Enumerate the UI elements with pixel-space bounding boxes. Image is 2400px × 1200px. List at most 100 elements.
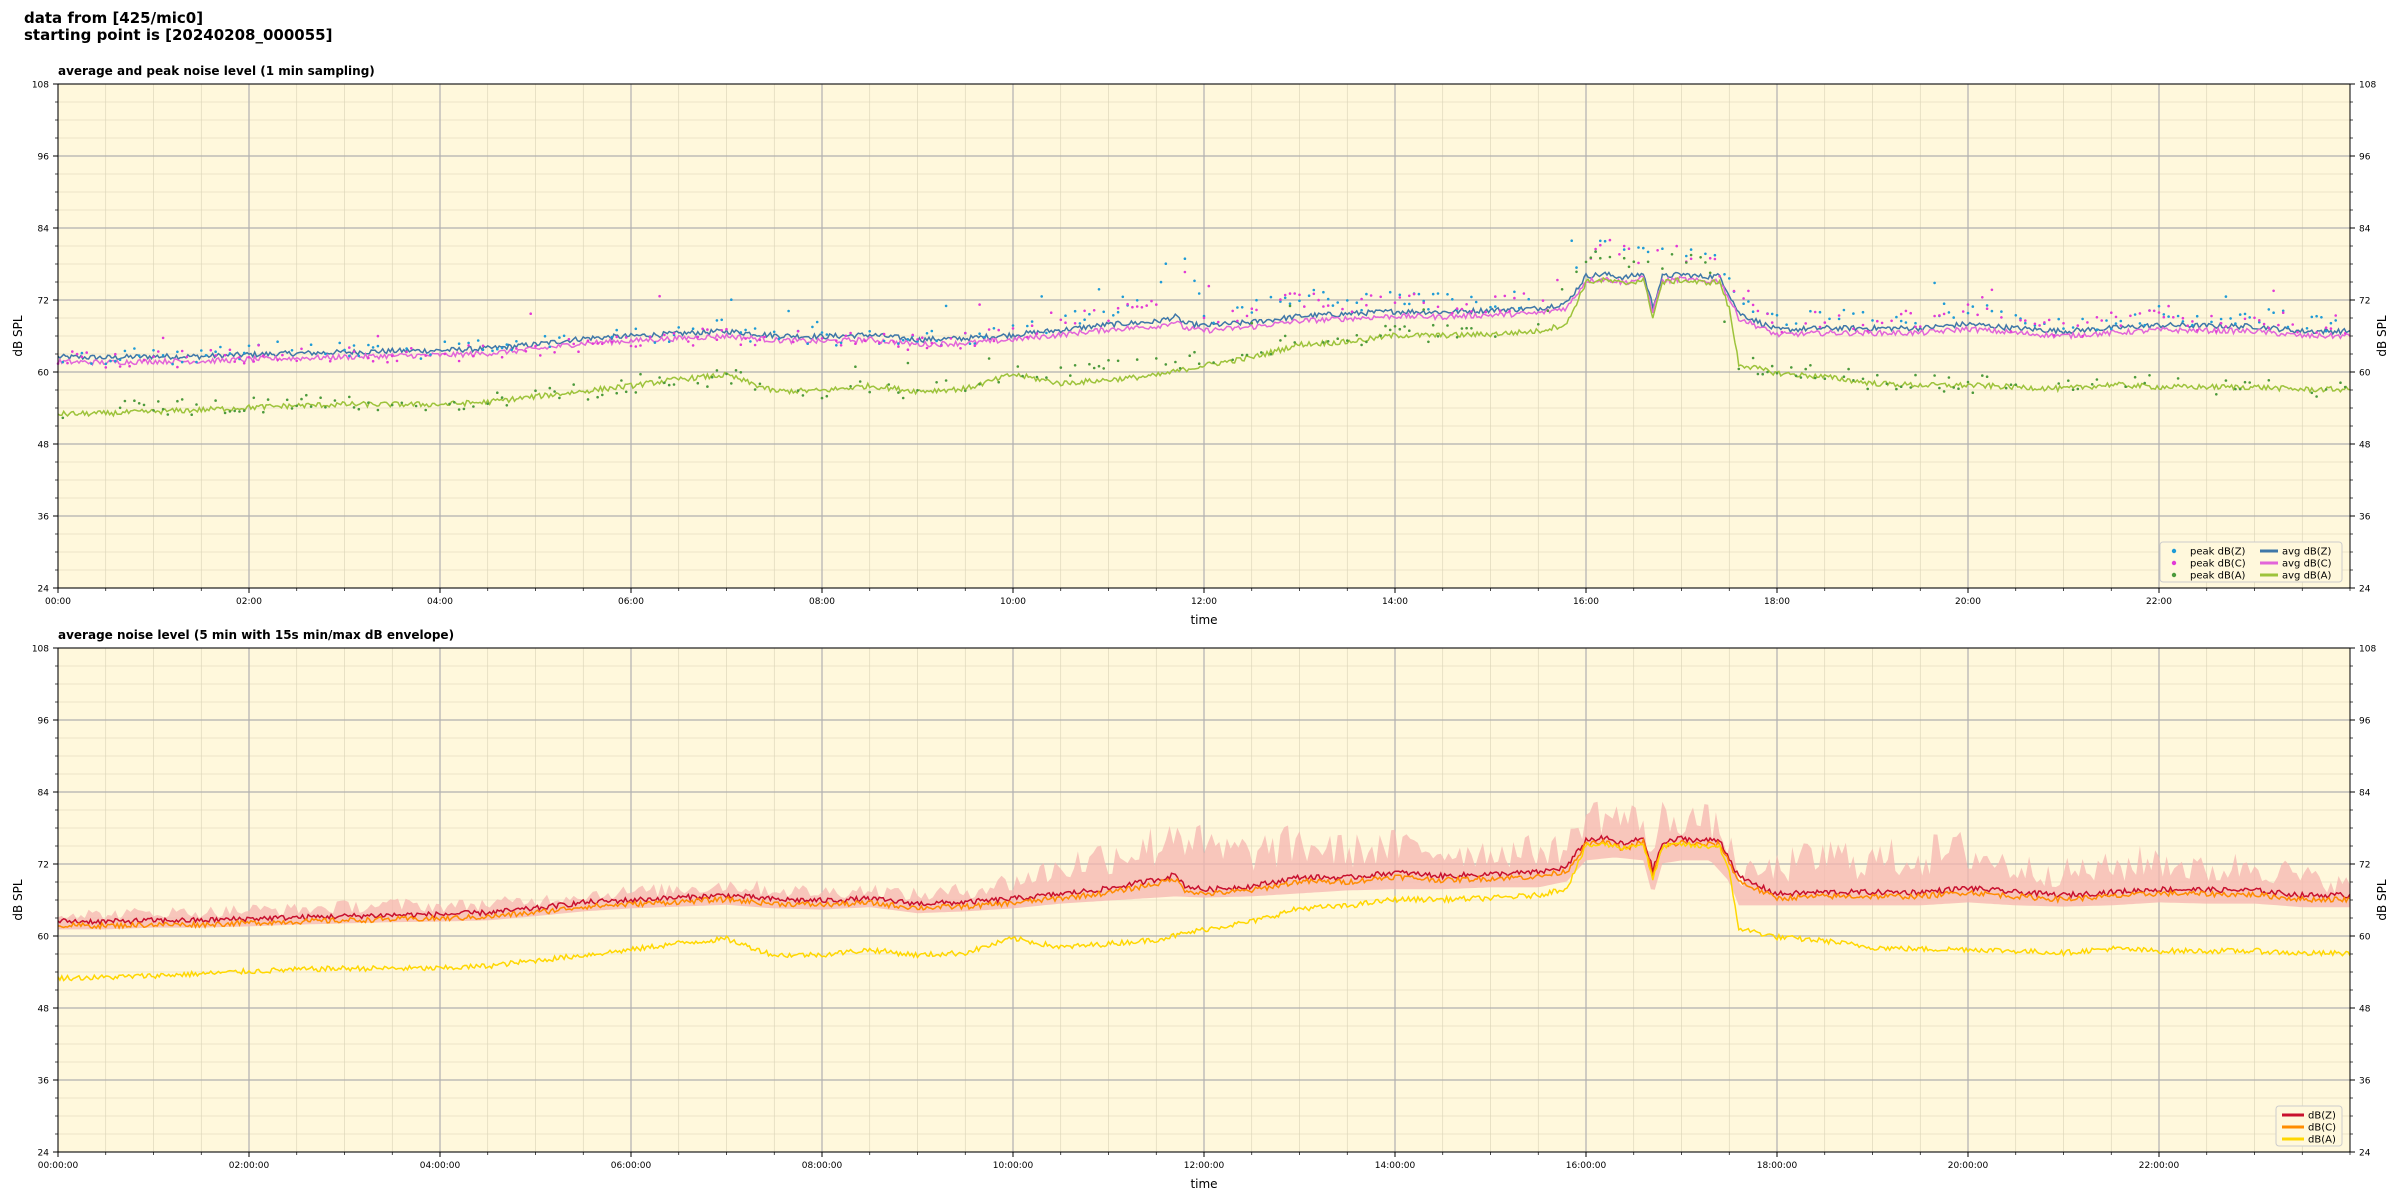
scatter-point	[1398, 293, 1402, 297]
scatter-point	[2071, 388, 2075, 392]
scatter-point	[66, 361, 69, 365]
scatter-point	[1326, 340, 1330, 343]
scatter-point	[2143, 381, 2146, 385]
scatter-point	[1470, 327, 1473, 330]
scatter-point	[1379, 295, 1382, 299]
scatter-point	[720, 329, 723, 332]
scatter-point	[1594, 250, 1597, 253]
scatter-point	[663, 381, 666, 385]
scatter-point	[114, 352, 117, 356]
scatter-point	[190, 413, 193, 417]
scatter-point	[180, 398, 184, 401]
scatter-point	[1088, 362, 1091, 366]
scatter-point	[371, 359, 375, 363]
scatter-point	[1985, 307, 1989, 311]
scatter-point	[524, 350, 528, 353]
legend-label: peak dB(C)	[2190, 559, 2246, 570]
scatter-point	[2191, 320, 2194, 323]
scatter-point	[1914, 373, 1917, 377]
legend-label: peak dB(Z)	[2190, 547, 2246, 558]
scatter-point	[367, 343, 370, 347]
scatter-point	[2081, 317, 2084, 321]
y-axis-label-right: dB SPL	[2375, 315, 2389, 357]
scatter-point	[1661, 267, 1664, 270]
scatter-point	[1155, 303, 1158, 306]
scatter-point	[1231, 309, 1234, 313]
y-tick-label: 48	[38, 1005, 50, 1015]
scatter-point	[1766, 312, 1769, 316]
scatter-point	[653, 341, 657, 344]
scatter-point	[820, 337, 824, 340]
scatter-point	[214, 354, 217, 357]
scatter-point	[1876, 319, 1879, 323]
scatter-point	[1689, 248, 1693, 251]
scatter-point	[839, 341, 843, 345]
scatter-point	[1073, 322, 1077, 325]
scatter-point	[137, 402, 141, 405]
scatter-point	[739, 371, 743, 374]
scatter-point	[1723, 273, 1726, 276]
scatter-point	[2114, 322, 2118, 325]
scatter-point	[2324, 388, 2328, 391]
scatter-point	[601, 393, 604, 397]
scatter-point	[448, 402, 451, 406]
y-tick-label-right: 84	[2359, 789, 2371, 799]
y-tick-label-right: 24	[2359, 1149, 2371, 1159]
scatter-point	[1021, 374, 1024, 378]
scatter-point	[228, 410, 232, 413]
scatter-point	[1303, 305, 1306, 308]
scatter-point	[825, 394, 829, 398]
scatter-point	[558, 336, 561, 339]
scatter-point	[1288, 302, 1292, 306]
scatter-point	[2310, 391, 2314, 395]
scatter-point	[1966, 311, 1970, 315]
x-tick-label: 04:00:00	[420, 1161, 461, 1171]
scatter-point	[2267, 379, 2271, 382]
scatter-point	[2119, 319, 2123, 323]
scatter-point	[2343, 332, 2347, 335]
scatter-point	[2014, 383, 2018, 387]
scatter-point	[200, 349, 203, 352]
scatter-point	[811, 325, 814, 329]
scatter-point	[376, 408, 380, 412]
scatter-point	[2238, 313, 2242, 316]
scatter-point	[634, 327, 638, 331]
scatter-point	[725, 372, 728, 376]
y-tick-label-right: 72	[2359, 297, 2370, 307]
y-tick-label: 72	[38, 297, 49, 307]
scatter-point	[405, 350, 408, 354]
scatter-point	[1322, 305, 1325, 308]
scatter-point	[2267, 326, 2271, 330]
scatter-point	[2329, 327, 2333, 330]
scatter-point	[1904, 309, 1908, 313]
scatter-point	[725, 327, 728, 331]
scatter-point	[500, 396, 504, 399]
scatter-point	[1083, 318, 1086, 322]
scatter-point	[1933, 314, 1936, 318]
scatter-point	[2138, 312, 2142, 315]
scatter-point	[1646, 260, 1650, 264]
scatter-point	[1097, 288, 1101, 291]
scatter-point	[1293, 292, 1296, 295]
scatter-point	[1341, 307, 1344, 311]
scatter-point	[500, 346, 504, 350]
scatter-point	[157, 350, 160, 353]
scatter-point	[1197, 362, 1201, 366]
scatter-point	[839, 344, 843, 347]
scatter-point	[882, 339, 886, 343]
scatter-point	[997, 328, 1000, 332]
scatter-point	[1240, 306, 1244, 309]
scatter-point	[371, 346, 375, 349]
scatter-point	[706, 385, 709, 388]
scatter-point	[1890, 319, 1893, 323]
series-line	[57, 275, 2351, 367]
top-chart: 24 24 36 36 48 48 60 60 72 72 84 84 96 96 108 108 00:00 0…	[11, 64, 2389, 627]
axes: 24 24 36 36 48 48 60 60 72 72 84 84 96 96 108 108 00:00 0…	[32, 81, 2377, 608]
scatter-point	[648, 335, 652, 339]
scatter-point	[1852, 379, 1855, 382]
scatter-point	[1188, 354, 1191, 358]
scatter-point	[195, 360, 198, 364]
scatter-point	[376, 344, 380, 348]
scatter-point	[2148, 309, 2151, 312]
scatter-point	[2062, 327, 2065, 330]
